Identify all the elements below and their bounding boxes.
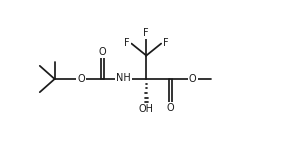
Text: F: F: [163, 38, 169, 48]
Text: F: F: [124, 38, 130, 48]
Text: O: O: [166, 103, 174, 113]
Text: NH: NH: [116, 73, 131, 83]
Text: F: F: [143, 28, 149, 38]
Text: O: O: [99, 47, 106, 57]
Text: OH: OH: [139, 104, 154, 114]
Text: O: O: [77, 74, 85, 84]
Text: O: O: [189, 74, 197, 84]
